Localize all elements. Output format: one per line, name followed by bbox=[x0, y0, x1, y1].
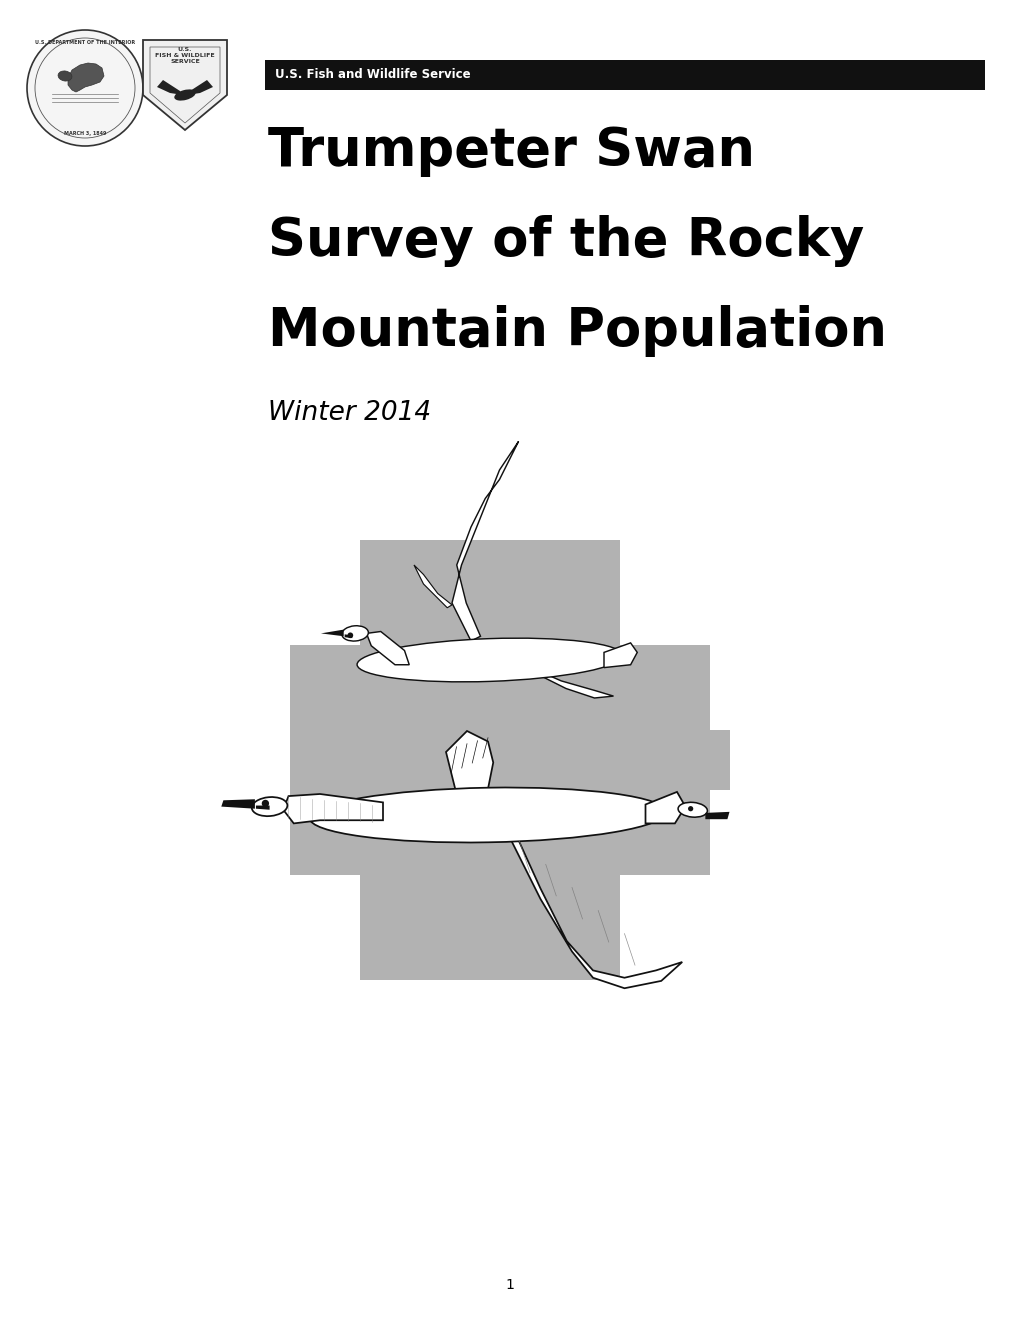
Ellipse shape bbox=[252, 797, 287, 816]
Text: U.S.
FISH & WILDLIFE
SERVICE: U.S. FISH & WILDLIFE SERVICE bbox=[155, 48, 215, 63]
Ellipse shape bbox=[341, 626, 368, 642]
Polygon shape bbox=[186, 81, 213, 95]
Polygon shape bbox=[645, 792, 685, 824]
Text: MARCH 3, 1849: MARCH 3, 1849 bbox=[63, 131, 106, 136]
Polygon shape bbox=[157, 81, 182, 95]
Text: 1: 1 bbox=[505, 1278, 514, 1292]
Ellipse shape bbox=[58, 71, 72, 81]
Polygon shape bbox=[366, 631, 409, 665]
Polygon shape bbox=[603, 643, 637, 668]
Polygon shape bbox=[414, 565, 451, 607]
Circle shape bbox=[688, 807, 693, 812]
Bar bbox=[360, 540, 620, 979]
Polygon shape bbox=[445, 731, 493, 795]
Polygon shape bbox=[705, 812, 729, 820]
Ellipse shape bbox=[357, 638, 623, 682]
Polygon shape bbox=[256, 805, 269, 809]
Ellipse shape bbox=[309, 788, 665, 842]
Polygon shape bbox=[508, 830, 682, 989]
Polygon shape bbox=[706, 813, 718, 818]
Polygon shape bbox=[514, 660, 612, 698]
Circle shape bbox=[347, 632, 353, 638]
Polygon shape bbox=[321, 630, 343, 636]
Ellipse shape bbox=[678, 803, 707, 817]
Text: U.S. Fish and Wildlife Service: U.S. Fish and Wildlife Service bbox=[275, 69, 470, 82]
Text: Trumpeter Swan: Trumpeter Swan bbox=[268, 125, 754, 177]
Bar bbox=[265, 59, 984, 90]
Text: U.S. DEPARTMENT OF THE INTERIOR: U.S. DEPARTMENT OF THE INTERIOR bbox=[35, 40, 135, 45]
Polygon shape bbox=[68, 63, 104, 92]
Circle shape bbox=[262, 800, 269, 807]
Polygon shape bbox=[283, 795, 382, 824]
Bar bbox=[289, 645, 689, 875]
Polygon shape bbox=[451, 441, 518, 642]
Polygon shape bbox=[143, 40, 227, 129]
Polygon shape bbox=[344, 635, 352, 638]
Ellipse shape bbox=[174, 90, 196, 100]
Polygon shape bbox=[221, 799, 255, 809]
Polygon shape bbox=[689, 645, 730, 875]
Text: Mountain Population: Mountain Population bbox=[268, 305, 887, 356]
Circle shape bbox=[26, 30, 143, 147]
Text: Winter 2014: Winter 2014 bbox=[268, 400, 431, 426]
Text: Survey of the Rocky: Survey of the Rocky bbox=[268, 215, 863, 267]
